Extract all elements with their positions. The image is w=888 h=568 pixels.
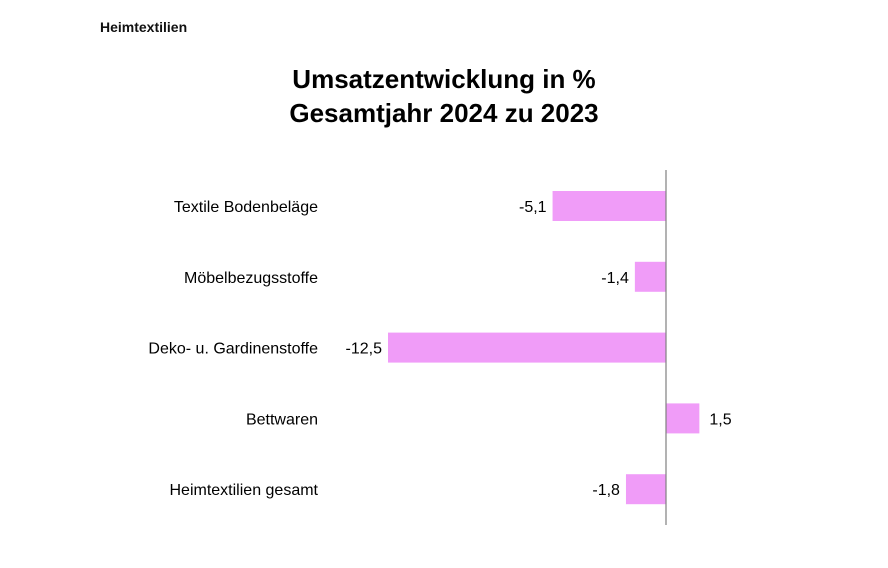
data-label: 1,5 xyxy=(709,411,731,428)
bar xyxy=(552,191,666,221)
data-label: -5,1 xyxy=(519,199,547,216)
data-label: -1,8 xyxy=(592,482,620,499)
data-label: -1,4 xyxy=(601,270,629,287)
section-header: Heimtextilien xyxy=(100,19,188,35)
category-label: Möbelbezugsstoffe xyxy=(184,270,318,287)
data-label: -12,5 xyxy=(346,341,383,358)
bar xyxy=(634,261,666,292)
chart-title: Umsatzentwicklung in % Gesamtjahr 2024 z… xyxy=(0,62,888,130)
category-label: Textile Bodenbeläge xyxy=(174,199,318,216)
bar xyxy=(388,332,666,363)
category-label: Deko- u. Gardinenstoffe xyxy=(148,341,318,358)
bar xyxy=(625,474,666,505)
chart-title-line-1: Umsatzentwicklung in % xyxy=(292,64,596,94)
chart-title-line-2: Gesamtjahr 2024 zu 2023 xyxy=(289,98,599,128)
category-label: Bettwaren xyxy=(246,411,318,428)
category-label: Heimtextilien gesamt xyxy=(170,482,319,499)
bar xyxy=(666,403,700,434)
